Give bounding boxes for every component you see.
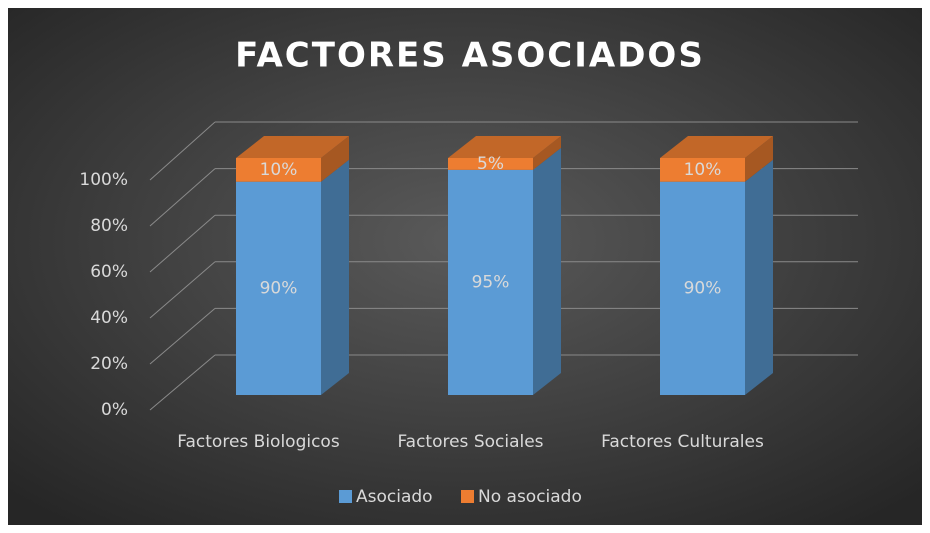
x-tick-label: Factores Culturales [601, 432, 764, 452]
grid-line [149, 214, 216, 273]
data-label: 95% [472, 272, 510, 292]
chart-title: FACTORES ASOCIADOS [235, 36, 705, 76]
legend-label: No asociado [478, 487, 582, 507]
x-tick-label: Factores Biologicos [177, 432, 340, 452]
bar-top [660, 136, 773, 158]
bar-top [448, 136, 561, 158]
data-label: 90% [260, 278, 298, 298]
data-label: 5% [477, 154, 504, 174]
bar [660, 181, 745, 395]
data-label: 10% [260, 160, 298, 180]
bar-side [321, 159, 349, 395]
y-tick-label: 40% [90, 308, 128, 328]
legend-label: Asociado [356, 487, 433, 507]
data-label: 90% [684, 278, 722, 298]
bar [236, 181, 321, 395]
legend-swatch [461, 490, 474, 503]
grid-line [149, 168, 216, 227]
data-label: 10% [684, 160, 722, 180]
y-tick-label: 100% [79, 170, 128, 190]
bar [236, 158, 321, 182]
grid-line [149, 121, 216, 181]
y-tick-label: 80% [90, 216, 128, 236]
y-tick-label: 60% [90, 262, 128, 282]
grid-line [149, 354, 216, 411]
bar [448, 169, 533, 395]
legend-swatch [339, 490, 352, 503]
bar-side [745, 136, 773, 182]
bar-top [236, 136, 349, 158]
x-tick-label: Factores Sociales [397, 432, 543, 452]
grid-line [149, 308, 216, 365]
bar [660, 158, 745, 182]
bar-side [745, 159, 773, 395]
bar-side [533, 147, 561, 395]
bar-side [533, 136, 561, 170]
bar-side [321, 136, 349, 182]
y-tick-label: 20% [90, 354, 128, 374]
grid-line [149, 261, 216, 319]
y-tick-label: 0% [101, 400, 128, 420]
bar [448, 158, 533, 170]
